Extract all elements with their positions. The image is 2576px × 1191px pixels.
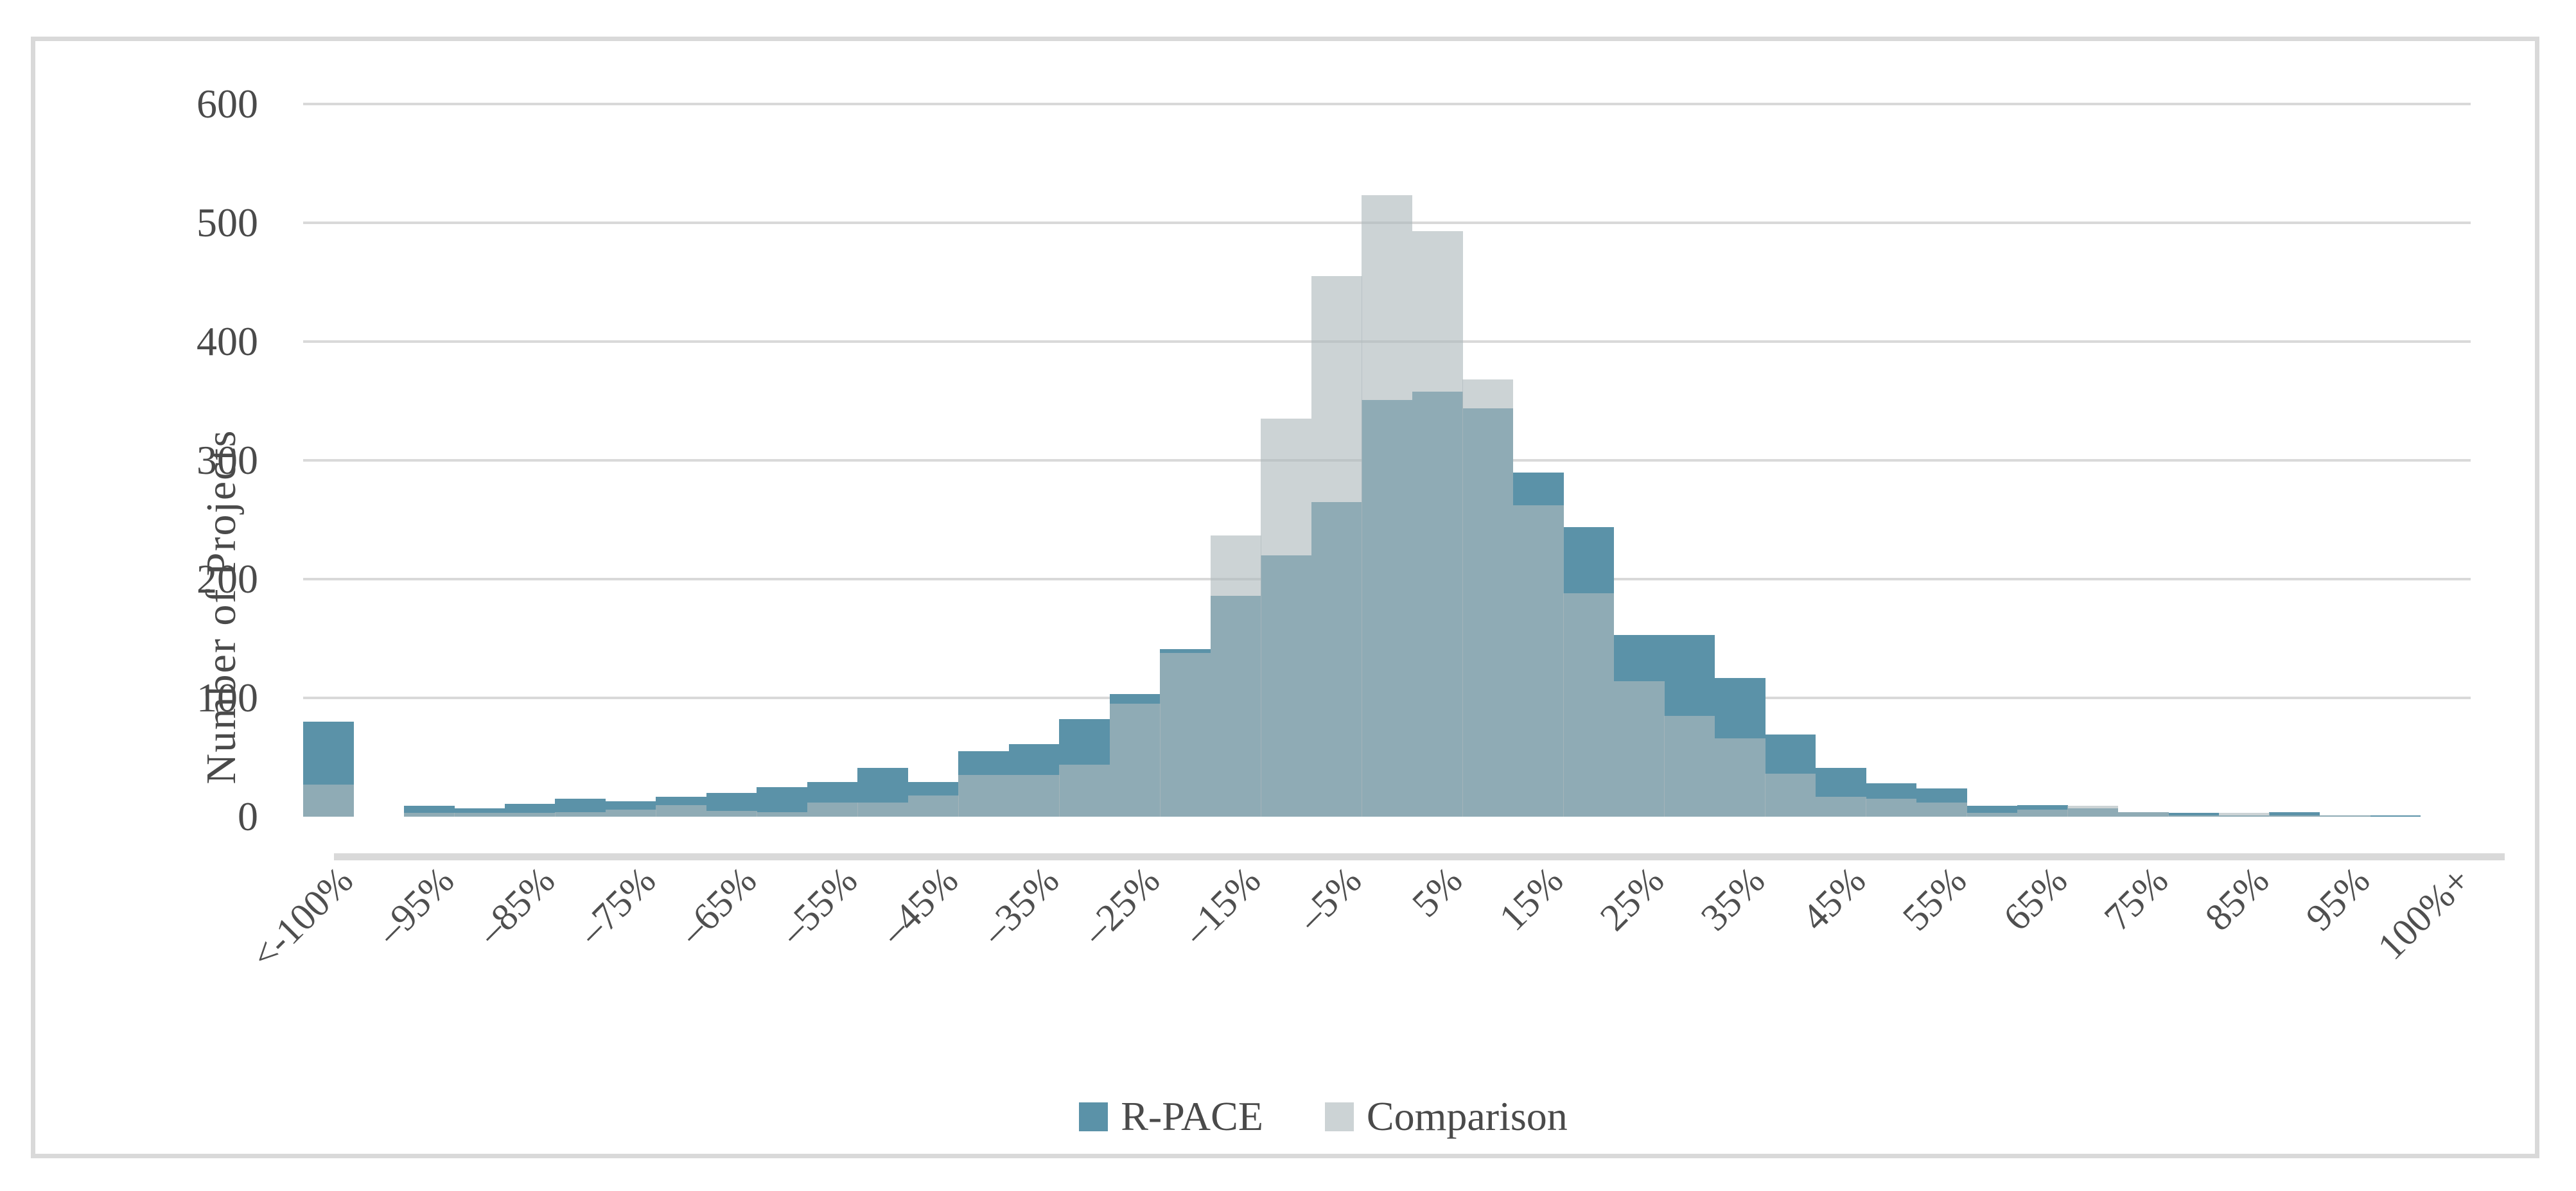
bar-comparison-5 (555, 812, 606, 817)
bar-comparison-21 (1362, 195, 1413, 817)
x-tick-label-14: –35% (973, 858, 1067, 953)
bar-comparison-2 (403, 813, 455, 817)
bar-comparison-8 (706, 810, 757, 817)
bar-comparison-40 (2319, 815, 2370, 817)
bar-comparison-15 (1059, 764, 1110, 817)
x-tick-label-4: –85% (469, 858, 563, 953)
bar-comparison-7 (656, 804, 707, 817)
x-tick-label-30: 45% (1793, 858, 1874, 939)
bar-comparison-31 (1866, 799, 1917, 817)
bar-comparison-19 (1261, 419, 1312, 817)
bar-comparison-28 (1714, 738, 1766, 817)
x-tick-label-28: 35% (1692, 858, 1773, 939)
x-tick-label-36: 75% (2096, 858, 2177, 939)
y-tick-label-400: 400 (197, 318, 258, 364)
bar-comparison-27 (1664, 715, 1715, 817)
y-tick-label-0: 0 (238, 794, 258, 839)
bar-comparison-20 (1311, 276, 1362, 817)
bar-comparison-32 (1916, 802, 1967, 817)
bar-comparison-29 (1765, 774, 1816, 817)
x-axis-line (334, 853, 2505, 860)
bar-comparison-11 (857, 802, 909, 817)
bar-comparison-12 (907, 795, 959, 817)
y-tick-label-100: 100 (197, 675, 258, 720)
y-tick-label-200: 200 (197, 556, 258, 602)
x-tick-label-12: –45% (872, 858, 967, 953)
bar-comparison-37 (2168, 815, 2220, 817)
bar-comparison-0 (303, 785, 354, 817)
bar-comparison-26 (1613, 681, 1665, 817)
bar-comparison-30 (1815, 796, 1866, 817)
bar-comparison-17 (1160, 652, 1211, 817)
y-tick-label-500: 500 (197, 200, 258, 245)
legend-swatch-rpace-icon (1079, 1102, 1108, 1131)
bar-comparison-18 (1210, 535, 1261, 817)
x-tick-label-16: –25% (1074, 858, 1168, 953)
bar-comparison-39 (2269, 815, 2320, 817)
legend-item-rpace: R-PACE (1079, 1093, 1263, 1140)
legend-item-comparison: Comparison (1324, 1093, 1568, 1140)
x-tick-label-0: <-100% (243, 858, 362, 977)
legend-label-comparison: Comparison (1366, 1093, 1568, 1139)
bar-comparison-16 (1109, 704, 1161, 817)
bar-comparison-35 (2067, 806, 2119, 817)
x-tick-label-26: 25% (1591, 858, 1672, 939)
bar-rpace-39 (2269, 812, 2320, 817)
x-tick-label-10: –55% (771, 858, 866, 953)
bar-comparison-38 (2218, 813, 2270, 817)
bar-comparison-14 (1008, 775, 1060, 817)
bar-comparison-24 (1512, 505, 1564, 817)
y-tick-label-300: 300 (197, 437, 258, 483)
gridline-600 (303, 103, 2471, 105)
chart-frame: Number of Projects <-100% –95% –85% –75% –65… (31, 37, 2539, 1158)
x-tick-label-40: 95% (2297, 858, 2378, 939)
bar-comparison-9 (757, 812, 808, 817)
bar-comparison-23 (1462, 379, 1514, 817)
bar-rpace-41 (2370, 815, 2421, 817)
bar-comparison-25 (1563, 593, 1615, 817)
x-tick-label-18: –15% (1175, 858, 1269, 953)
bar-comparison-6 (605, 809, 656, 817)
bar-comparison-36 (2117, 812, 2169, 817)
legend-label-rpace: R-PACE (1121, 1093, 1263, 1139)
bar-rpace-37 (2168, 813, 2220, 817)
x-tick-label-42: 100%+ (2369, 858, 2479, 968)
bar-comparison-13 (958, 775, 1010, 817)
x-tick-label-34: 65% (1995, 858, 2076, 939)
x-tick-label-22: 5% (1404, 858, 1471, 925)
x-tick-label-20: –5% (1289, 858, 1370, 939)
x-tick-label-8: –65% (670, 858, 765, 953)
legend: R-PACE Comparison (35, 1093, 2576, 1140)
bar-comparison-3 (454, 813, 505, 817)
bar-comparison-34 (2017, 809, 2068, 817)
x-tick-label-6: –75% (570, 858, 664, 953)
bar-comparison-10 (807, 802, 858, 817)
x-tick-label-38: 85% (2196, 858, 2277, 939)
y-tick-label-600: 600 (197, 81, 258, 126)
bar-comparison-4 (504, 813, 556, 817)
x-tick-label-2: –95% (368, 858, 462, 953)
legend-swatch-comparison-icon (1324, 1102, 1354, 1131)
bar-comparison-22 (1412, 230, 1463, 817)
x-tick-label-32: 55% (1894, 858, 1975, 939)
bar-rpace-9 (757, 787, 808, 817)
bar-comparison-33 (1967, 813, 2018, 817)
x-tick-label-24: 15% (1491, 858, 1572, 939)
